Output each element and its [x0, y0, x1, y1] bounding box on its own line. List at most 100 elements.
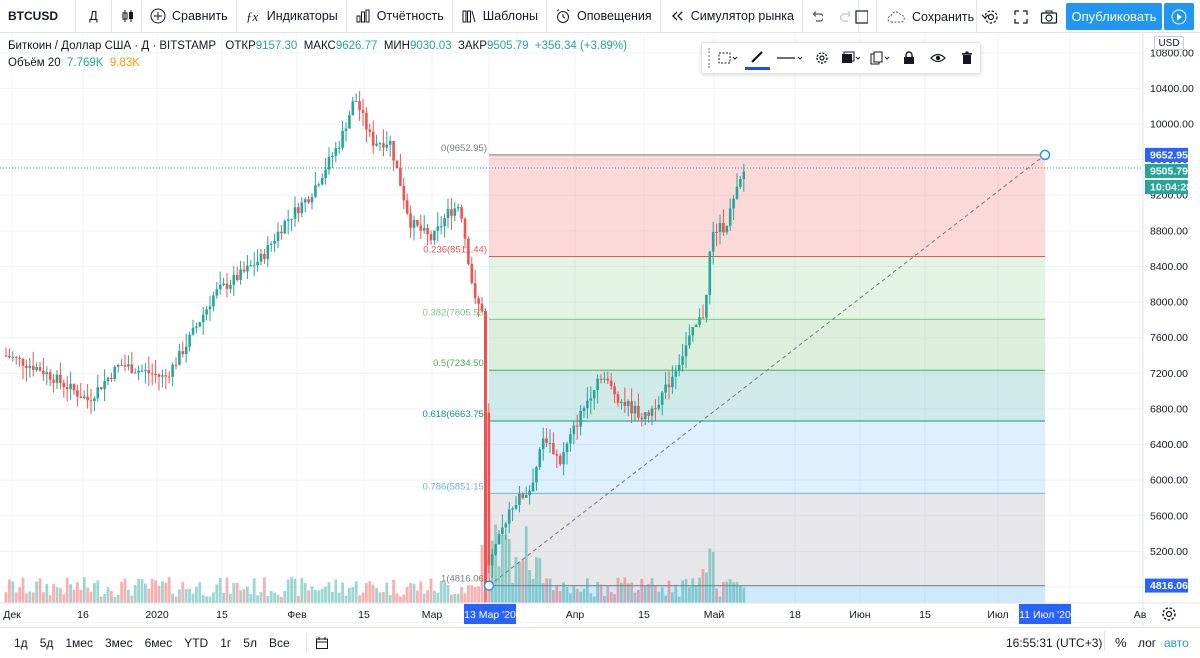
- candle-body: [569, 434, 572, 444]
- financials-button[interactable]: Отчётность: [347, 0, 453, 33]
- indicators-button[interactable]: ƒx Индикаторы: [237, 0, 347, 33]
- volume-bar: [144, 583, 147, 603]
- volume-bar: [715, 588, 718, 603]
- auto-toggle[interactable]: авто: [1164, 636, 1189, 650]
- volume-bar: [701, 569, 705, 603]
- candle-body: [93, 398, 96, 402]
- clone-button[interactable]: [868, 45, 893, 71]
- candle-body: [450, 209, 453, 216]
- percent-toggle[interactable]: %: [1115, 635, 1127, 650]
- volume-bar: [637, 589, 640, 603]
- line-color-button[interactable]: [744, 46, 770, 70]
- candle-body: [273, 241, 276, 244]
- candle-body: [643, 412, 647, 420]
- volume-bar: [371, 585, 375, 603]
- chart-type-button[interactable]: [112, 0, 142, 33]
- clock-label[interactable]: 16:55:31 (UTC+3): [1006, 636, 1103, 650]
- chart-area[interactable]: 0(9652.95) 0.236(8511.44) 0.382(7805.53) 0.…: [0, 33, 1200, 658]
- range-button[interactable]: 6мес: [144, 636, 173, 650]
- volume-bar: [28, 591, 32, 603]
- volume-bar: [688, 586, 691, 603]
- chart-canvas[interactable]: 0(9652.95) 0.236(8511.44) 0.382(7805.53) 0.…: [0, 33, 1200, 658]
- candle-body: [405, 200, 409, 214]
- volume-bar: [589, 593, 593, 603]
- volume-bar: [705, 572, 708, 603]
- candle-body: [218, 284, 222, 290]
- countdown-tag-bg: [1145, 180, 1188, 195]
- candle-body: [562, 452, 565, 465]
- range-button[interactable]: 1мес: [65, 636, 93, 650]
- candle-body: [677, 364, 681, 372]
- drawing-toolbar: [701, 42, 981, 74]
- fib-bottom-price-tag: 4816.06: [1150, 580, 1188, 592]
- volume-bar: [368, 581, 372, 603]
- log-toggle[interactable]: лог: [1138, 636, 1157, 650]
- volume-bar: [327, 582, 331, 603]
- range-button[interactable]: 3мес: [104, 636, 133, 650]
- range-button[interactable]: 1д: [14, 636, 28, 650]
- compare-button[interactable]: Сравнить: [142, 0, 237, 33]
- candle-body: [480, 303, 484, 312]
- fib-zone: [489, 256, 1045, 320]
- volume-bar: [490, 540, 494, 603]
- drawing-settings-button[interactable]: [810, 45, 835, 71]
- candle-body: [565, 443, 569, 453]
- range-button[interactable]: 1г: [220, 636, 232, 650]
- countdown-tag: 10:04:28: [1150, 182, 1192, 194]
- candle-body: [592, 390, 596, 399]
- fx-icon: ƒx: [246, 9, 259, 24]
- candle-body: [297, 207, 300, 214]
- range-button[interactable]: YTD: [184, 636, 209, 650]
- range-button[interactable]: Все: [268, 636, 290, 650]
- fullscreen-layout-button[interactable]: [846, 0, 876, 33]
- fib-bottom-price-tag-bg: [1145, 578, 1188, 593]
- snapshot-button[interactable]: [1036, 0, 1062, 33]
- volume-bar: [103, 594, 106, 603]
- time-tick-label: Мар: [422, 609, 443, 621]
- candle-body: [715, 231, 718, 233]
- range-button[interactable]: 5л: [243, 636, 257, 650]
- publish-menu-button[interactable]: [1164, 3, 1194, 30]
- lock-button[interactable]: [897, 45, 922, 71]
- candle-body: [647, 412, 650, 416]
- time-tick-label: 15: [358, 609, 370, 621]
- replay-button[interactable]: Симулятор рынка: [661, 0, 803, 33]
- settings-button[interactable]: [978, 0, 1004, 33]
- visibility-order-button[interactable]: [839, 45, 864, 71]
- candle-body: [76, 390, 79, 397]
- top-toolbar: BTCUSD Д Сравнить ƒx Индикаторы Отчётнос…: [0, 0, 1200, 33]
- candle-body: [314, 185, 317, 197]
- candle-body: [443, 218, 446, 227]
- volume-bar: [732, 582, 735, 603]
- alerts-button[interactable]: Оповещения: [547, 0, 661, 33]
- volume-bar: [348, 587, 351, 603]
- line-style-button[interactable]: [774, 45, 806, 71]
- candle-body: [82, 396, 86, 399]
- fib-level-label: 0.618(6663.75): [423, 409, 487, 420]
- volume-bar: [62, 594, 66, 603]
- interval-button[interactable]: Д: [76, 0, 112, 33]
- delete-button[interactable]: [955, 45, 980, 71]
- symbol-search-button[interactable]: BTCUSD: [0, 0, 76, 33]
- range-button[interactable]: 5д: [39, 636, 54, 650]
- candle-body: [637, 405, 640, 418]
- time-tick-label: Фев: [287, 609, 307, 621]
- volume-bar: [596, 581, 599, 603]
- bottom-toolbar: 1д 5д 1мес 3мес 6мес YTD 1г 5л Все 16:55:31 (UTC…: [0, 627, 1200, 658]
- candle-body: [674, 371, 678, 377]
- undo-button[interactable]: [803, 0, 831, 33]
- volume-bar: [89, 591, 93, 603]
- publish-button[interactable]: Опубликовать: [1066, 3, 1162, 30]
- volume-bar: [351, 587, 355, 603]
- templates-button[interactable]: Шаблоны: [453, 0, 548, 33]
- fullscreen-button[interactable]: [1008, 0, 1034, 33]
- axis-settings-gear-icon[interactable]: [1162, 607, 1176, 621]
- currency-badge[interactable]: USD: [1154, 36, 1184, 50]
- template-button[interactable]: [716, 45, 741, 71]
- volume-bar: [337, 592, 341, 603]
- drag-handle[interactable]: [708, 48, 712, 68]
- candle-body: [739, 179, 742, 187]
- goto-date-button[interactable]: [315, 636, 335, 650]
- redo-button[interactable]: [831, 0, 859, 33]
- hide-button[interactable]: [926, 45, 951, 71]
